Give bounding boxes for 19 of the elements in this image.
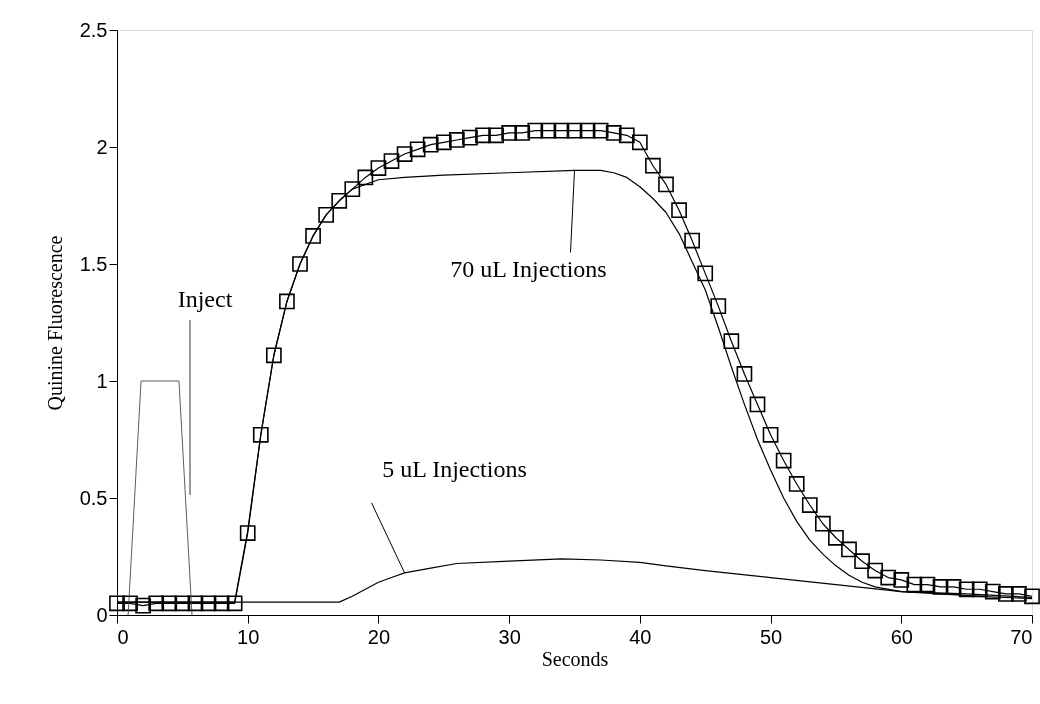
y-axis-title: Quinine Fluorescence [43, 235, 66, 411]
x-tick-label: 20 [367, 625, 391, 648]
x-tick-label: 50 [759, 625, 783, 648]
y-tick-label: 2.5 [79, 18, 108, 41]
x-tick-label: 70 [1010, 625, 1033, 648]
x-tick-label: 40 [629, 625, 652, 648]
x-tick-label: 30 [498, 625, 521, 648]
x-axis-title: Seconds [541, 647, 609, 670]
y-tick-label: 0.5 [79, 486, 108, 509]
x-tick-label: 10 [237, 625, 260, 648]
y-tick-label: 0 [96, 603, 108, 626]
annotation: 5 uL Injections [382, 455, 527, 482]
y-tick-label: 2 [96, 135, 108, 158]
y-tick-label: 1.5 [79, 252, 108, 275]
x-tick-label: 60 [890, 625, 913, 648]
x-tick-label: 0 [117, 625, 129, 648]
annotation: Inject [177, 286, 233, 312]
annotation: 70 uL Injections [450, 256, 607, 283]
y-tick-label: 1 [96, 369, 108, 392]
